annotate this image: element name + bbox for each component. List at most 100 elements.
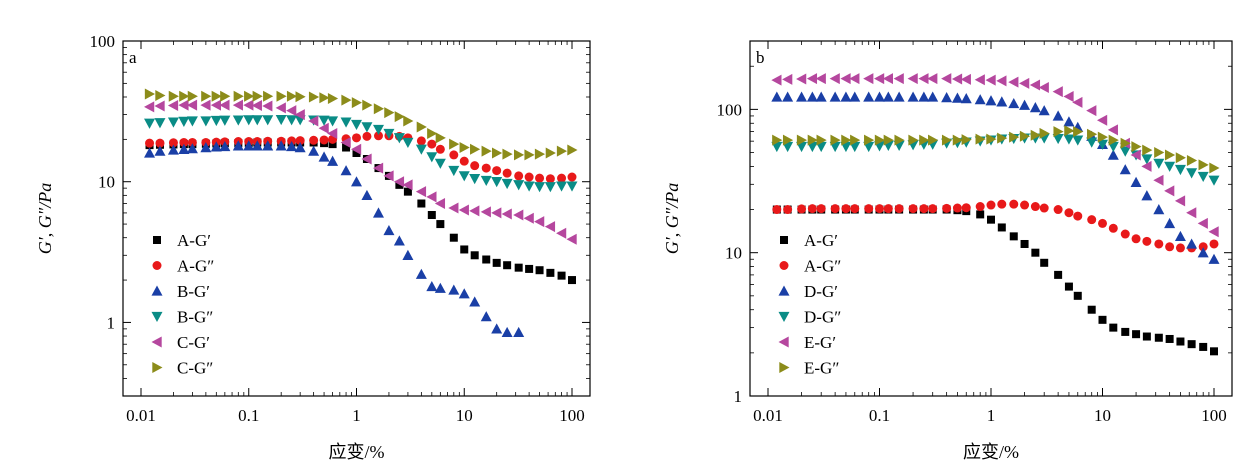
y-tick-label: 10 <box>98 173 115 192</box>
data-point <box>1130 149 1141 161</box>
data-point <box>974 94 986 105</box>
data-point <box>941 73 952 85</box>
data-point <box>458 171 470 182</box>
data-point <box>262 100 273 112</box>
data-point <box>276 90 287 102</box>
data-point <box>362 99 373 111</box>
data-point <box>772 134 783 146</box>
x-tick-label: 1 <box>352 406 361 425</box>
data-point <box>1097 114 1108 126</box>
data-point <box>806 73 818 85</box>
data-point <box>395 180 404 189</box>
data-point <box>1141 154 1153 165</box>
data-point <box>961 203 971 213</box>
data-point <box>1164 217 1176 229</box>
data-point <box>372 162 384 174</box>
data-point <box>448 202 459 214</box>
data-point <box>232 140 244 151</box>
data-point <box>1038 105 1050 116</box>
data-point <box>286 140 298 152</box>
data-point <box>155 138 165 148</box>
data-point <box>167 117 179 128</box>
data-point <box>1119 164 1131 175</box>
data-point <box>1109 323 1118 332</box>
data-point <box>287 136 297 146</box>
data-point <box>469 296 481 307</box>
data-point <box>1098 315 1107 324</box>
legend: A-G′ A-G″ B-G′ B-G″ C-G′ C-G″ <box>151 231 214 378</box>
data-point <box>514 171 524 181</box>
data-point <box>470 251 479 260</box>
data-point <box>210 141 222 152</box>
data-point <box>233 90 244 102</box>
legend-marker <box>780 236 788 244</box>
data-point <box>523 212 534 224</box>
data-point <box>327 155 339 166</box>
data-point <box>1154 239 1164 249</box>
x-tick-label: 10 <box>456 406 473 425</box>
data-point <box>501 326 513 338</box>
data-point <box>863 91 875 102</box>
data-point <box>1030 129 1041 141</box>
data-point <box>1199 342 1208 351</box>
data-point <box>1108 134 1119 146</box>
data-point <box>275 114 287 126</box>
data-point <box>951 92 963 103</box>
data-point <box>1120 137 1131 149</box>
legend-marker <box>778 311 790 322</box>
data-point <box>1087 305 1096 314</box>
legend-marker <box>779 261 789 270</box>
data-point <box>308 115 319 127</box>
legend-entry: C-G″ <box>177 359 213 378</box>
data-point <box>840 73 851 85</box>
data-point <box>1009 131 1020 143</box>
data-point <box>319 135 329 145</box>
data-point <box>986 200 996 210</box>
data-point <box>874 73 885 85</box>
data-point <box>501 208 512 220</box>
data-point <box>178 99 189 111</box>
data-point <box>830 134 841 146</box>
legend-marker <box>151 336 162 348</box>
data-point <box>1174 195 1186 207</box>
data-point <box>232 115 244 126</box>
data-point <box>1164 185 1175 197</box>
data-point <box>434 158 446 169</box>
data-point <box>815 73 826 85</box>
data-point <box>427 128 438 140</box>
data-point <box>168 90 179 102</box>
data-point <box>996 75 1007 87</box>
legend-entry: A-G″ <box>177 257 214 276</box>
legend-entry: B-G″ <box>177 308 213 327</box>
data-point <box>849 73 860 85</box>
data-point <box>426 281 438 292</box>
data-point <box>211 90 222 102</box>
data-point <box>1119 146 1131 157</box>
data-point <box>545 174 555 184</box>
data-point <box>286 90 298 102</box>
data-point <box>1186 207 1197 219</box>
data-point <box>393 235 405 246</box>
data-point <box>502 148 513 160</box>
data-point <box>1186 168 1198 179</box>
data-point <box>384 107 395 119</box>
data-series <box>144 140 525 338</box>
data-point <box>556 227 567 239</box>
data-point <box>841 204 851 214</box>
data-point <box>996 96 1008 107</box>
data-point <box>1131 234 1141 244</box>
data-point <box>318 122 329 134</box>
legend-marker <box>152 362 163 373</box>
data-point <box>840 91 852 102</box>
data-point <box>864 204 874 214</box>
data-point <box>167 100 179 112</box>
data-point <box>535 173 545 183</box>
data-point <box>1208 253 1220 264</box>
panel-label: a <box>129 48 137 67</box>
data-point <box>469 174 481 185</box>
legend-entry: D-G′ <box>804 282 838 301</box>
data-point <box>308 145 320 156</box>
data-point <box>556 145 568 157</box>
data-point <box>373 131 383 141</box>
data-point <box>1086 137 1098 148</box>
